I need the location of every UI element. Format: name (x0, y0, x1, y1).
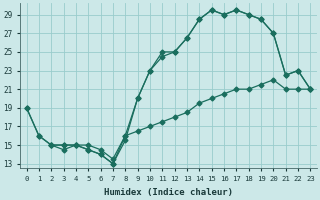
X-axis label: Humidex (Indice chaleur): Humidex (Indice chaleur) (104, 188, 233, 197)
